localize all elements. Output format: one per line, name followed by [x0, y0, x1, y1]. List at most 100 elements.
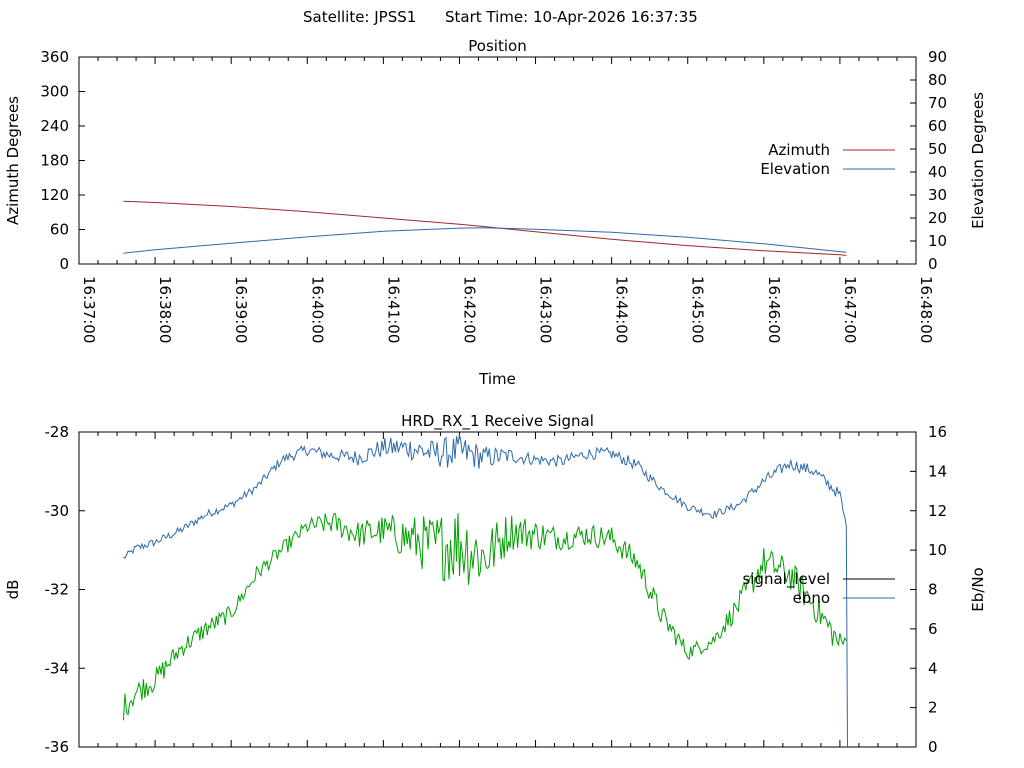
y2-tick-label: 14 — [928, 462, 947, 480]
x-tick-label: 16:38:00 — [156, 276, 174, 343]
data-point — [846, 526, 848, 528]
data-point — [636, 465, 638, 467]
series-line-elevation — [123, 227, 847, 254]
data-point — [408, 538, 410, 540]
series-line-azimuth — [123, 200, 847, 256]
data-point — [763, 561, 765, 563]
y-tick-label: 120 — [40, 186, 69, 204]
y2-tick-label: 50 — [928, 140, 947, 158]
y-tick-label: -34 — [45, 659, 70, 677]
data-point — [281, 459, 283, 461]
chart-title: HRD_RX_1 Receive Signal — [401, 412, 594, 431]
data-point — [712, 640, 714, 642]
data-point — [763, 250, 765, 252]
y2-tick-label: 40 — [928, 163, 947, 181]
data-point — [433, 545, 435, 547]
data-point — [154, 542, 156, 544]
data-point — [687, 652, 689, 654]
data-point — [814, 471, 816, 473]
data-point — [459, 227, 461, 229]
data-point — [839, 254, 841, 256]
y-tick-label: -28 — [45, 423, 70, 441]
y2-tick-label: 16 — [928, 423, 947, 441]
data-point — [123, 707, 125, 709]
position-chart: Position 0 60 120 180 240 300 360 0 10 20 30 40 50 60 7… — [4, 37, 987, 388]
data-point — [611, 453, 613, 455]
data-point — [560, 538, 562, 540]
data-point — [154, 249, 156, 251]
chart-title: Position — [468, 37, 526, 55]
start-time-label: Start Time: 10-Apr-2026 16:37:35 — [445, 8, 698, 26]
data-point — [256, 573, 258, 575]
data-point — [357, 457, 359, 459]
series-line-signal — [122, 512, 847, 721]
x-tick-label: 16:47:00 — [841, 276, 859, 343]
data-point — [560, 461, 562, 463]
x-tick-label: 16:37:00 — [80, 276, 98, 343]
data-point — [535, 231, 537, 233]
y2-tick-label: 10 — [928, 541, 947, 559]
x-tick-label: 16:40:00 — [308, 276, 326, 343]
legend-label-azimuth: Azimuth — [768, 141, 830, 159]
data-point — [383, 447, 385, 449]
data-point — [123, 252, 125, 254]
y2-tick-label: 70 — [928, 94, 947, 112]
data-point — [586, 453, 588, 455]
data-point — [357, 534, 359, 536]
legend-label-elevation: Elevation — [760, 160, 830, 178]
y-tick-label: 240 — [40, 117, 69, 135]
y-tick-label: 60 — [50, 221, 69, 239]
data-point — [408, 447, 410, 449]
x-tick-label: 16:44:00 — [613, 276, 631, 343]
y2-tick-label: 2 — [928, 699, 938, 717]
data-point — [484, 227, 486, 229]
y2-tick-label: 10 — [928, 232, 947, 250]
data-point — [846, 255, 848, 257]
data-point — [135, 547, 137, 549]
x-tick-label: 16:41:00 — [384, 276, 402, 343]
x-tick-label: 16:39:00 — [232, 276, 250, 343]
data-point — [535, 229, 537, 231]
data-point — [307, 449, 309, 451]
data-point — [839, 251, 841, 253]
data-point — [846, 640, 848, 642]
y2-tick-label: 0 — [928, 255, 938, 273]
data-point — [281, 549, 283, 551]
y-tick-label: 360 — [40, 48, 69, 66]
data-point — [459, 224, 461, 226]
x-tick-label: 16:42:00 — [460, 276, 478, 343]
data-point — [662, 488, 664, 490]
y-tick-label: 180 — [40, 152, 69, 170]
data-point — [687, 506, 689, 508]
data-point — [433, 453, 435, 455]
series-line-ebno — [123, 434, 848, 748]
y2-tick-label: 12 — [928, 502, 947, 520]
x-tick-label: 16:45:00 — [689, 276, 707, 343]
y2-tick-label: 30 — [928, 186, 947, 204]
y2-tick-label: 20 — [928, 209, 947, 227]
data-point — [509, 530, 511, 532]
y2-tick-label: 60 — [928, 117, 947, 135]
data-point — [611, 239, 613, 241]
data-point — [662, 616, 664, 618]
y2-axis-label: Eb/No — [969, 567, 987, 611]
y-tick-label: 0 — [59, 255, 69, 273]
data-point — [687, 237, 689, 239]
x-axis-label: Time — [478, 370, 516, 388]
data-point — [611, 538, 613, 540]
figure-header: Satellite: JPSS1 Start Time: 10-Apr-2026… — [0, 6, 1024, 28]
data-point — [459, 542, 461, 544]
data-point — [636, 561, 638, 563]
data-point — [123, 201, 125, 203]
data-point — [788, 463, 790, 465]
x-tick-label: 16:48:00 — [917, 276, 935, 343]
data-point — [180, 648, 182, 650]
data-point — [135, 691, 137, 693]
y2-tick-label: 90 — [928, 48, 947, 66]
data-point — [509, 455, 511, 457]
data-point — [383, 231, 385, 233]
data-point — [205, 628, 207, 630]
data-point — [738, 504, 740, 506]
data-point — [307, 211, 309, 213]
x-tick-label: 16:46:00 — [765, 276, 783, 343]
